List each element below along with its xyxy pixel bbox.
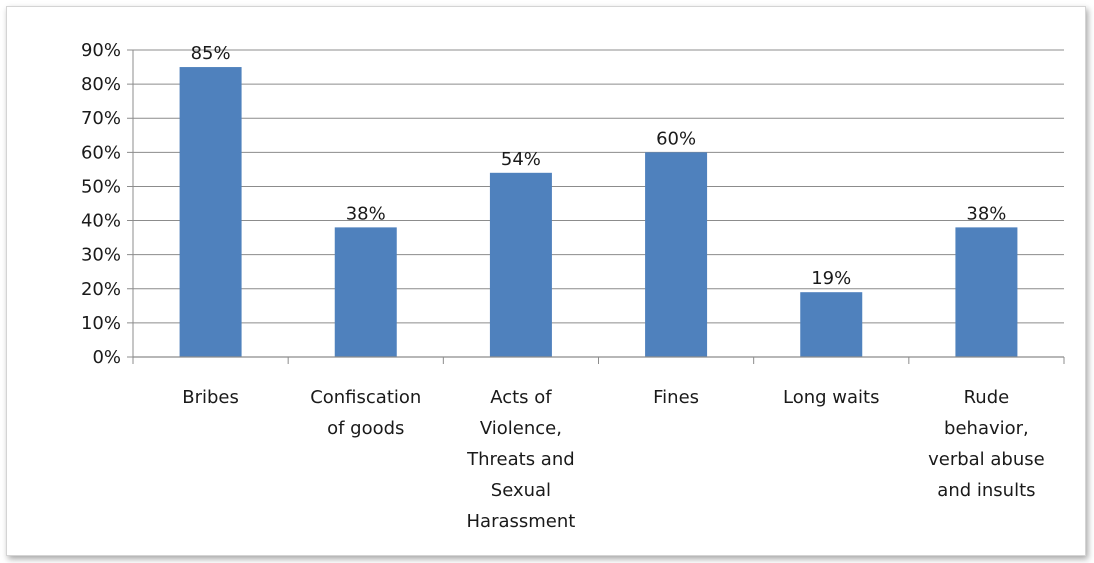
y-tick-label: 50%	[81, 176, 121, 197]
x-category-label-line: Sexual	[491, 480, 551, 501]
x-category-label-line: Harassment	[467, 511, 576, 532]
y-tick-label: 0%	[92, 347, 121, 368]
x-category-label-line: Fines	[653, 387, 699, 408]
data-label: 38%	[966, 203, 1006, 224]
y-tick-label: 10%	[81, 313, 121, 334]
x-category-label-line: verbal abuse	[928, 449, 1045, 470]
gridlines	[127, 49, 1064, 358]
x-category-label: Long waits	[783, 387, 879, 408]
bar	[179, 67, 242, 358]
x-category-label-line: of goods	[327, 418, 404, 439]
y-tick-label: 60%	[81, 142, 121, 163]
category-labels: Bribes Confiscation of goods Acts of Violenc…	[182, 387, 1044, 532]
y-axis-ticks: 0% 10% 20% 30% 40% 50% 60% 70% 80% 90%	[81, 40, 121, 368]
x-category-label-line: Acts of	[490, 387, 552, 408]
chart-frame: 0% 10% 20% 30% 40% 50% 60% 70% 80% 90% 85% 38% 54% 6…	[6, 6, 1086, 556]
data-label: 19%	[811, 268, 851, 289]
x-category-label-line: and insults	[937, 480, 1035, 501]
x-category-label: Confiscation of goods	[310, 387, 421, 439]
bars	[179, 67, 1018, 358]
x-category-label-line: Bribes	[182, 387, 239, 408]
x-category-label-line: Confiscation	[310, 387, 421, 408]
bar	[645, 152, 708, 357]
x-category-label: Rude behavior, verbal abuse and insults	[928, 387, 1045, 501]
bar	[800, 292, 863, 357]
y-tick-label: 90%	[81, 40, 121, 61]
data-label: 60%	[656, 128, 696, 149]
y-tick-label: 20%	[81, 279, 121, 300]
bar	[955, 227, 1018, 357]
x-category-label-line: behavior,	[944, 418, 1029, 439]
x-axis	[132, 50, 1065, 364]
data-label: 38%	[346, 203, 386, 224]
x-category-label-line: Long waits	[783, 387, 879, 408]
x-category-label: Acts of Violence, Threats and Sexual Harassm…	[466, 387, 575, 532]
x-category-label-line: Rude	[964, 387, 1010, 408]
data-label: 85%	[191, 43, 231, 64]
x-category-label-line: Violence,	[480, 418, 562, 439]
y-tick-label: 40%	[81, 211, 121, 232]
bar	[489, 172, 552, 357]
data-labels: 85% 38% 54% 60% 19% 38%	[191, 43, 1007, 289]
y-tick-label: 70%	[81, 108, 121, 129]
y-tick-label: 30%	[81, 245, 121, 266]
x-category-label-line: Threats and	[466, 449, 575, 470]
x-category-label: Bribes	[182, 387, 239, 408]
bar-chart: 0% 10% 20% 30% 40% 50% 60% 70% 80% 90% 85% 38% 54% 6…	[81, 40, 1065, 532]
data-label: 54%	[501, 149, 541, 170]
bar	[334, 227, 397, 357]
y-tick-label: 80%	[81, 74, 121, 95]
x-category-label: Fines	[653, 387, 699, 408]
